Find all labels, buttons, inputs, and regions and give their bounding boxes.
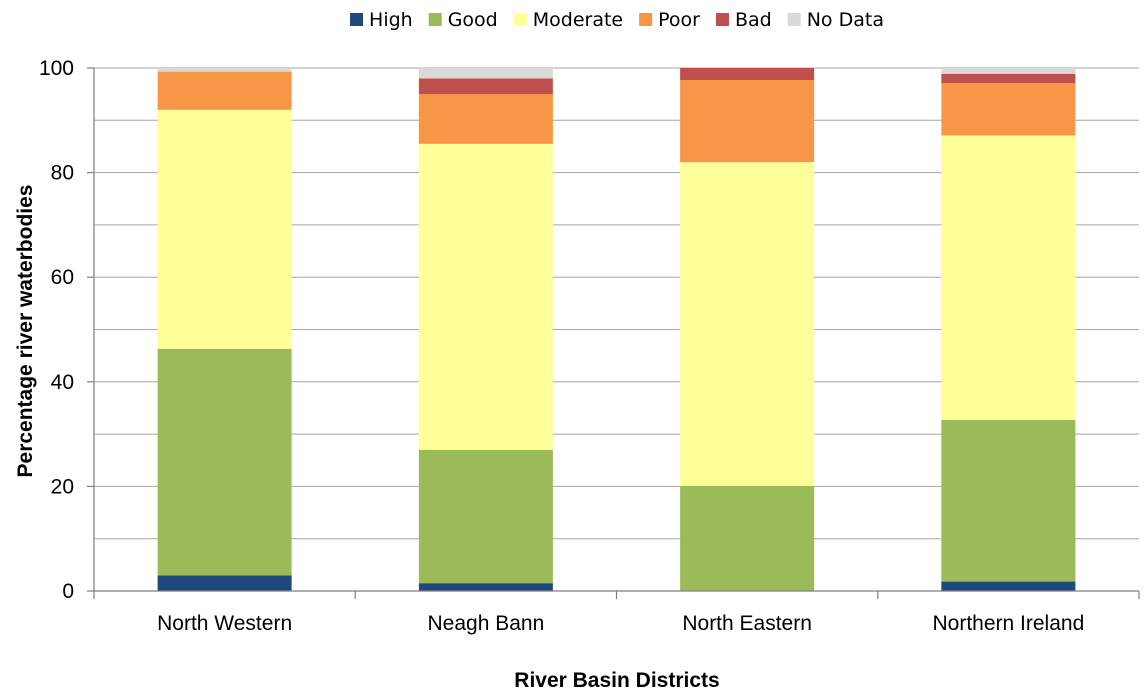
bar-segment	[418, 143, 553, 450]
y-tick-label: 0	[62, 580, 74, 603]
category-label: Northern Ireland	[933, 612, 1085, 635]
bar-segment	[941, 135, 1076, 420]
legend-item: Bad	[715, 9, 772, 31]
y-tick-label: 20	[51, 475, 74, 498]
bar-segment	[418, 94, 553, 144]
bar-segment	[157, 68, 292, 72]
axes	[87, 67, 1140, 599]
legend-swatch	[787, 13, 801, 26]
legend-label: No Data	[807, 9, 884, 31]
legend-swatch	[428, 13, 442, 26]
bar-segment	[941, 581, 1076, 591]
legend-item: Poor	[639, 9, 700, 31]
legend-item: Good	[428, 9, 498, 31]
legend-swatch	[350, 13, 364, 26]
legend-label: Bad	[735, 9, 772, 31]
bar-segment	[157, 71, 292, 110]
category-label: North Western	[157, 612, 292, 635]
legend-swatch	[513, 13, 527, 26]
legend-label: Moderate	[533, 9, 623, 31]
bar-segment	[418, 583, 553, 591]
bar-segment	[941, 68, 1076, 74]
bar-segment	[680, 162, 815, 486]
category-label: North Eastern	[682, 612, 812, 635]
legend-label: Poor	[658, 9, 700, 31]
y-axis-title: Percentage river waterbodies	[14, 185, 37, 478]
bar-segment	[418, 68, 553, 79]
x-axis-title: River Basin Districts	[514, 669, 719, 690]
legend-item: No Data	[787, 9, 884, 31]
category-label: Neagh Bann	[427, 612, 544, 635]
bar-segment	[941, 419, 1076, 582]
bar-segment	[157, 348, 292, 576]
legend-swatch	[639, 13, 653, 26]
bars	[157, 68, 1076, 591]
bar-segment	[680, 485, 815, 591]
y-tick-label: 100	[39, 57, 74, 80]
y-tick-labels: 0 20 40 60 80 100	[39, 57, 74, 603]
bar-segment	[680, 68, 815, 81]
legend-label: Good	[448, 9, 498, 31]
y-tick-label: 40	[51, 371, 74, 394]
y-tick-label: 60	[51, 266, 74, 289]
bar-segment	[941, 73, 1076, 84]
category-labels: North Western Neagh Bann North Eastern Nort…	[157, 612, 1084, 635]
legend: High Good Moderate Poor Bad No Data	[350, 9, 884, 31]
legend-label: High	[369, 9, 413, 31]
bar-segment	[157, 575, 292, 591]
bar-segment	[941, 83, 1076, 136]
bar-segment	[680, 80, 815, 163]
legend-item: Moderate	[513, 9, 623, 31]
legend-item: High	[350, 9, 413, 31]
bar-segment	[418, 78, 553, 95]
legend-swatch	[715, 13, 729, 26]
y-tick-label: 80	[51, 162, 74, 185]
bar-segment	[418, 449, 553, 584]
bar-segment	[157, 109, 292, 349]
